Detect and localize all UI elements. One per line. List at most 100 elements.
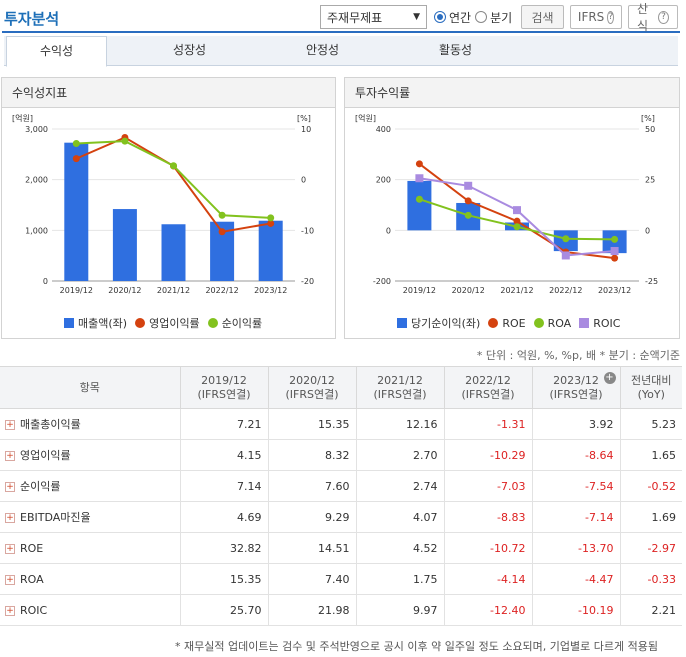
chart-legend: 매출액(좌) 영업이익률 순이익률 <box>64 315 270 331</box>
line-point <box>415 160 423 168</box>
row-label: ROA <box>20 572 44 586</box>
value-cell: 4.15 <box>179 439 269 471</box>
row-label-cell[interactable]: + ROIC <box>0 594 181 626</box>
panel-title: 수익성지표 <box>2 78 335 108</box>
tab-growth[interactable]: 성장성 <box>172 43 207 57</box>
left-tick-label: 200 <box>376 176 391 185</box>
tab-bar-background <box>4 36 678 66</box>
table-row: + ROIC 25.70 21.98 9.97 -12.40 -10.19 2.21 <box>0 594 682 626</box>
line-point <box>267 214 275 222</box>
line-point <box>72 155 80 163</box>
header-line: 항목 <box>79 380 100 394</box>
table-row: + EBITDA마진율 4.69 9.29 4.07 -8.83 -7.14 1.69 <box>0 501 682 533</box>
line-point <box>513 217 521 225</box>
row-label: EBITDA마진율 <box>20 511 91 524</box>
x-tick-label: 2020/12 <box>108 286 141 295</box>
footnote: * 재무실적 업데이트는 검수 및 주석반영으로 공시 이후 약 일주일 정도 … <box>175 640 658 653</box>
add-column-icon[interactable]: + <box>603 372 616 384</box>
x-tick-label: 2023/12 <box>254 286 287 295</box>
left-axis-unit: [억원] <box>12 113 33 123</box>
header-line: 2021/12 <box>377 373 423 387</box>
line-point <box>464 197 472 205</box>
line-point <box>121 137 129 145</box>
series-line <box>419 177 615 257</box>
value-cell: -8.64 <box>531 439 621 471</box>
profitability-chart-panel: 수익성지표 [억원] [%] 3,000 10 2,000 0 1,000 -10 0 -20 20… <box>1 77 336 339</box>
left-tick-label: -200 <box>373 277 391 286</box>
tab-profitability[interactable]: 수익성 <box>6 36 107 67</box>
expand-icon[interactable]: + <box>5 513 15 523</box>
radio-quarter-label: 분기 <box>490 10 513 25</box>
investment-return-chart: [억원] [%] 400 50 200 25 0 0 -200 -25 2019/12 2020/12… <box>355 113 658 295</box>
header-line: 2023/12 <box>553 373 599 387</box>
line-point <box>72 139 80 147</box>
profitability-table: 항목 2019/12 (IFRS연결) 2020/12 (IFRS연결) 2021/12(… <box>0 366 682 626</box>
legend-label: ROIC <box>593 316 621 330</box>
line-point <box>611 254 619 262</box>
left-axis-unit: [억원] <box>355 113 376 123</box>
tab-bar: 수익성 성장성 안정성 활동성 <box>4 36 678 67</box>
ifrs-help-button[interactable]: IFRS? <box>570 5 622 29</box>
header-subline: (YoY) <box>637 387 665 401</box>
bar <box>112 209 137 281</box>
radio-annual[interactable]: 연간 <box>434 9 471 26</box>
value-cell: 4.69 <box>179 501 269 533</box>
right-tick-label: 50 <box>645 125 655 134</box>
question-icon: ? <box>607 10 615 24</box>
legend-swatch <box>579 318 590 328</box>
header-line: 2020/12 <box>289 373 335 387</box>
bar <box>407 180 432 231</box>
row-label-cell[interactable]: + ROE <box>0 532 181 564</box>
tab-stability[interactable]: 안정성 <box>305 43 340 57</box>
expand-icon[interactable]: + <box>5 574 15 585</box>
line-point <box>562 235 570 243</box>
value-cell: 1.75 <box>355 563 445 595</box>
right-tick-label: -25 <box>645 277 658 286</box>
value-cell: 2.70 <box>355 439 445 471</box>
row-label-cell[interactable]: + 영업이익률 <box>0 439 181 471</box>
statement-select[interactable]: 주재무제표 ▼ <box>320 5 427 29</box>
row-label-cell[interactable]: + ROA <box>0 563 181 595</box>
expand-icon[interactable]: + <box>5 482 15 492</box>
legend-item[interactable]: ROIC <box>579 317 620 330</box>
value-cell: -7.54 <box>531 470 621 502</box>
expand-icon[interactable]: + <box>5 420 15 430</box>
table-row: + 순이익률 7.14 7.60 2.74 -7.03 -7.54 -0.52 <box>0 470 682 502</box>
line-point <box>218 228 226 236</box>
expand-icon[interactable]: + <box>5 543 15 554</box>
value-cell: -4.47 <box>531 563 621 595</box>
column-header: 2021/12 (IFRS연결) <box>355 366 445 409</box>
line-point <box>611 235 619 243</box>
legend-item[interactable]: 순이익률 <box>207 315 262 331</box>
legend-item[interactable]: 영업이익률 <box>135 315 200 331</box>
legend-item[interactable]: 매출액(좌) <box>64 315 127 331</box>
formula-help-button[interactable]: 산식? <box>628 2 678 33</box>
row-label-cell[interactable]: + 매출총이익률 <box>0 408 181 440</box>
column-header: 2023/12 (IFRS연결) + <box>531 366 621 409</box>
radio-quarter[interactable]: 분기 <box>475 9 512 26</box>
expand-icon[interactable]: + <box>5 605 15 616</box>
bar <box>64 142 89 281</box>
value-cell: -10.72 <box>443 532 533 564</box>
value-cell: 9.29 <box>267 501 357 533</box>
right-tick-label: 0 <box>301 176 306 185</box>
header-line: 2022/12 <box>465 373 511 387</box>
legend-item[interactable]: ROA <box>533 317 571 330</box>
value-cell: 32.82 <box>179 532 269 564</box>
search-button[interactable]: 검색 <box>521 5 564 29</box>
row-label-cell[interactable]: + EBITDA마진율 <box>0 501 181 533</box>
expand-icon[interactable]: + <box>5 451 15 461</box>
profitability-chart: [억원] [%] 3,000 10 2,000 0 1,000 -10 0 -20 2019/12 2… <box>12 113 314 295</box>
units-note: * 단위 : 억원, %, %p, 배 * 분기 : 순액기준 <box>476 349 680 362</box>
tab-activity[interactable]: 활동성 <box>438 43 473 57</box>
line-point <box>513 223 521 231</box>
row-label: 매출총이익률 <box>20 418 81 431</box>
line-point <box>415 174 424 183</box>
legend-label: ROE <box>502 316 526 330</box>
legend-item[interactable]: ROE <box>488 316 526 330</box>
row-label-cell[interactable]: + 순이익률 <box>0 470 181 502</box>
right-tick-label: -20 <box>301 277 314 286</box>
value-cell: -13.70 <box>531 532 621 564</box>
table-row: + 영업이익률 4.15 8.32 2.70 -10.29 -8.64 1.65 <box>0 439 682 471</box>
legend-item[interactable]: 당기순이익(좌) <box>397 315 480 331</box>
